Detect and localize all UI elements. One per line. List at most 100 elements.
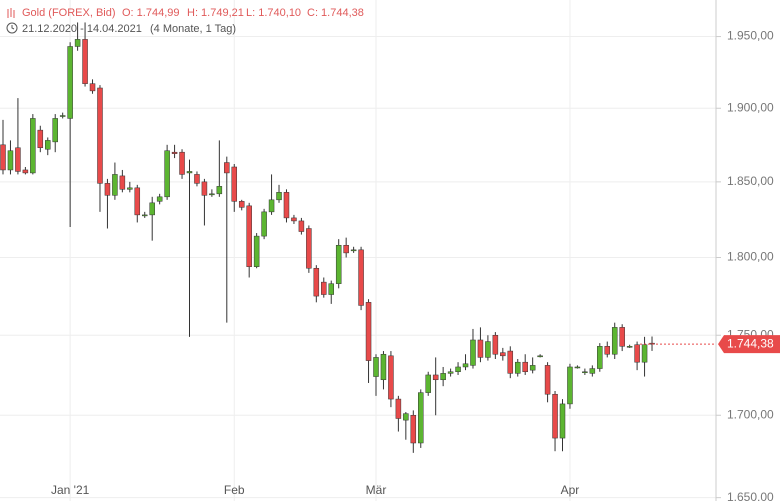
candle-body [149,202,155,216]
y-tick-label: 1.800,00 [727,250,774,264]
candle-body [164,150,170,198]
grid [0,0,721,501]
candle-body [492,334,499,355]
y-tick-label: 1.700,00 [727,407,774,421]
candle-body [15,147,21,172]
candle-body [291,217,297,222]
x-tick-label: Mär [366,483,387,497]
candle-body [59,115,66,117]
candle-body [380,353,387,381]
candle-body [470,339,476,366]
candle-body [52,118,58,143]
candle-body [253,235,260,267]
candle-body [127,187,133,190]
candle-body [268,199,275,213]
candle-body [440,373,446,381]
candle-body [447,371,454,374]
candle-body [89,83,96,92]
candle-body [373,357,379,377]
candle-body [418,392,424,444]
candle-body [45,140,51,150]
candle-body [582,371,588,374]
candle-body [507,350,514,374]
ohlc-high: H: 1.749,21 [187,7,244,19]
instrument-title: Gold (FOREX, Bid) [22,7,116,19]
candle-body [179,151,185,175]
x-tick-label: Jan '21 [51,483,90,497]
candle-body [529,365,536,371]
candle-body [209,193,215,196]
y-tick-label: 1.950,00 [727,29,774,43]
candles [0,22,655,453]
candle-body [365,302,372,361]
candle-body [537,355,543,358]
candle-body [238,201,245,208]
candle-body [641,344,648,363]
last-price-label: 1.744,38 [727,336,774,350]
candle-body [589,368,596,374]
candle-body [30,118,36,174]
candle-body [201,181,208,196]
candle-body [74,39,81,47]
x-tick-label: Feb [224,483,245,497]
y-tick-label: 1.650,00 [727,490,774,501]
candle-body [7,150,14,171]
ohlc-open: O: 1.744,99 [122,7,180,19]
candle-body [410,415,417,444]
candle-body [567,366,573,405]
candle-body [22,169,29,174]
candle-body [343,244,349,254]
candle-body [283,192,290,219]
candle-body [171,151,178,154]
candle-body [477,339,484,358]
candle-body [231,166,238,202]
ohlc-close: C: 1.744,38 [307,7,364,19]
candle-body [298,220,305,232]
date-range: 21.12.2020 - 14.04.2021 [22,23,142,35]
header-icons [7,8,15,18]
candle-body [112,174,118,196]
candle-body [634,344,640,363]
candle-body [611,327,618,355]
duration: (4 Monate, 1 Tag) [150,23,236,35]
candle-body [0,144,6,171]
x-tick-label: Apr [561,483,580,497]
candle-body [500,352,506,357]
last-price-marker [718,335,780,354]
candle-body [552,393,558,439]
candle-body [559,403,566,439]
candle-body [485,341,491,358]
candle-body [186,171,193,174]
candle-body [544,365,551,395]
candle-body [358,249,364,306]
candle-body [514,361,521,374]
candle-body [522,361,528,373]
candle-body [432,374,439,381]
candle-body [328,283,334,295]
candle-body [306,228,312,269]
candle-body [119,175,126,190]
candle-body [194,174,200,184]
candle-body [216,186,223,195]
candle-body [574,366,581,369]
candle-body [403,413,409,421]
candle-body [462,363,469,368]
candle-body [455,366,461,373]
candle-body [350,249,357,252]
candle-body [67,46,73,119]
y-tick-label: 1.900,00 [727,100,774,114]
candle-body [276,192,282,201]
candle-body [134,187,141,216]
candle-body [37,129,44,149]
candle-body [97,87,103,184]
candle-body [261,211,267,237]
candle-body [619,327,625,347]
candle-body [604,346,611,355]
candle-body [335,244,342,284]
candle-body [425,374,431,393]
candle-body [597,346,603,369]
candle-body [626,346,633,348]
candle-body [246,205,252,267]
